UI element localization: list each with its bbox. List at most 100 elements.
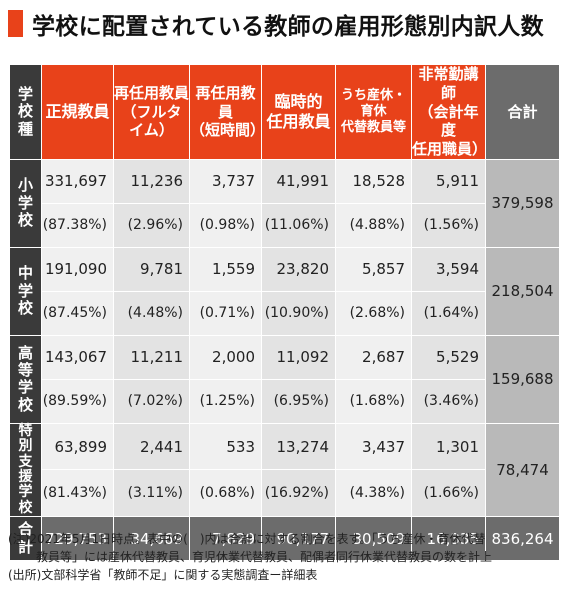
cell-count: 191,090 [41,246,114,292]
cell-count: 5,911 [411,158,486,204]
cell-pct: (87.45%) [41,290,114,336]
header-parttime-line1: 非常勤講師 [418,65,479,102]
cell-pct: (4.88%) [335,202,412,248]
cell-count: 11,211 [113,334,190,380]
header-regular: 正規教員 [41,64,114,160]
table-row: 特別支援学校 63,899 2,441 533 13,274 3,437 1,3… [9,422,560,518]
cell-pct: (10.90%) [261,290,336,336]
header-temporary-line2: 任用教員 [266,111,331,131]
cell-count: 18,528 [335,158,412,204]
header-reemp-full-line1: 再任用教員 [114,83,190,102]
row-label-grand-total: 合計 [9,516,42,562]
cell-count: 2,441 [113,422,190,471]
header-leave-sub-line2: 代替教員等 [340,120,406,135]
header-leave-sub-line1: うち産休・育休 [340,87,406,119]
cell-count: 41,991 [261,158,336,204]
staff-breakdown-table: 学校種 正規教員 再任用教員 （フルタイム） 再任用教員 （短時間） 臨時的 任… [9,64,560,562]
grand-cell: 16,335 [411,516,486,562]
row-label-text: 高等学校 [17,343,33,414]
header-leave-sub: うち産休・育休 代替教員等 [335,64,412,160]
cell-count: 3,737 [189,158,262,204]
header-reemp-short: 再任用教員 （短時間） [189,64,266,160]
cell-pct: (4.48%) [113,290,190,336]
cell-pct: (3.11%) [113,469,190,518]
cell-count: 331,697 [41,158,114,204]
grand-cell: 729,753 [41,516,114,562]
table-row: (89.59%) (7.02%) (1.25%) (6.95%) (1.68%)… [10,378,560,424]
cell-pct: (2.68%) [335,290,412,336]
header-reemp-full: 再任用教員 （フルタイム） [113,64,190,160]
cell-total: 218,504 [485,246,560,336]
grand-cell: 30,509 [335,516,412,562]
row-label-text: 小学校 [17,176,33,229]
cell-pct: (89.59%) [41,378,114,424]
header-temporary-line1: 臨時的 [274,91,323,111]
row-label-special-support: 特別支援学校 [9,422,42,518]
header-school-type-label: 学校種 [17,85,33,138]
cell-pct: (0.98%) [189,202,262,248]
cell-count: 1,559 [189,246,262,292]
footnote-line: 教員等」には産休代替教員、育児休業代替教員、配偶者同行休業代替教員の数を計上 [36,550,493,564]
footnote-line: (出所)文部科学省「教師不足」に関する実態調査ー詳細表 [8,568,318,582]
header-reemp-short-line2: （短時間） [190,121,266,140]
cell-pct: (4.38%) [335,469,412,518]
cell-count: 23,820 [261,246,336,292]
cell-count: 13,274 [261,422,336,471]
cell-count: 2,687 [335,334,412,380]
title-accent-bar [8,10,23,37]
cell-pct: (2.96%) [113,202,190,248]
row-label-elementary: 小学校 [9,158,42,248]
cell-count: 63,899 [41,422,114,471]
cell-pct: (1.25%) [189,378,262,424]
grand-total-row: 合計 729,753 34,669 7,829 90,177 30,509 16… [9,516,560,562]
grand-cell-total: 836,264 [485,516,560,562]
cell-count: 1,301 [411,422,486,471]
table-row: 中学校 191,090 9,781 1,559 23,820 5,857 3,5… [9,246,560,336]
cell-pct: (16.92%) [261,469,336,518]
grand-cell: 7,829 [189,516,262,562]
cell-total: 379,598 [485,158,560,248]
cell-count: 11,236 [113,158,190,204]
header-parttime-line2: （会計年度 [418,102,479,140]
header-school-type: 学校種 [9,64,42,160]
cell-pct: (11.06%) [261,202,336,248]
grand-cell: 34,669 [113,516,190,562]
table-row: 高等学校 143,067 11,211 2,000 11,092 2,687 5… [9,334,560,424]
header-reemp-short-line1: 再任用教員 [195,83,256,121]
row-label-junior-high: 中学校 [9,246,42,336]
header-temporary: 臨時的 任用教員 [261,64,336,160]
cell-pct: (87.38%) [41,202,114,248]
cell-count: 143,067 [41,334,114,380]
cell-pct: (6.95%) [261,378,336,424]
footnotes: (注)2021年5月1日時点。表中の( )内は合計に対する割合を表す。「うち産休… [8,530,564,584]
cell-pct: (81.43%) [41,469,114,518]
table-row: 小学校 331,697 11,236 3,737 41,991 18,528 5… [9,158,560,248]
cell-count: 3,437 [335,422,412,471]
table-row: (81.43%) (3.11%) (0.68%) (16.92%) (4.38%… [10,469,560,518]
cell-total: 159,688 [485,334,560,424]
cell-count: 11,092 [261,334,336,380]
footnote-line: (注)2021年5月1日時点。表中の( )内は合計に対する割合を表す。「うち産休… [8,532,486,546]
row-label-text: 中学校 [17,264,33,317]
cell-pct: (0.68%) [189,469,262,518]
cell-pct: (3.46%) [411,378,486,424]
table-row: (87.38%) (2.96%) (0.98%) (11.06%) (4.88%… [10,202,560,248]
header-parttime-line3: 任用職員） [412,140,488,158]
cell-count: 3,594 [411,246,486,292]
cell-pct: (1.64%) [411,290,486,336]
cell-pct: (1.68%) [335,378,412,424]
cell-pct: (1.66%) [411,469,486,518]
cell-pct: (1.56%) [411,202,486,248]
row-label-text: 合計 [17,520,33,556]
row-label-high-school: 高等学校 [9,334,42,424]
header-total: 合計 [485,64,560,160]
grand-cell: 90,177 [261,516,336,562]
cell-pct: (7.02%) [113,378,190,424]
cell-count: 9,781 [113,246,190,292]
cell-count: 5,857 [335,246,412,292]
header-reemp-full-line2: （フルタイム） [121,102,182,140]
cell-count: 533 [189,422,262,471]
table-row: (87.45%) (4.48%) (0.71%) (10.90%) (2.68%… [10,290,560,336]
header-parttime: 非常勤講師 （会計年度 任用職員） [411,64,488,160]
